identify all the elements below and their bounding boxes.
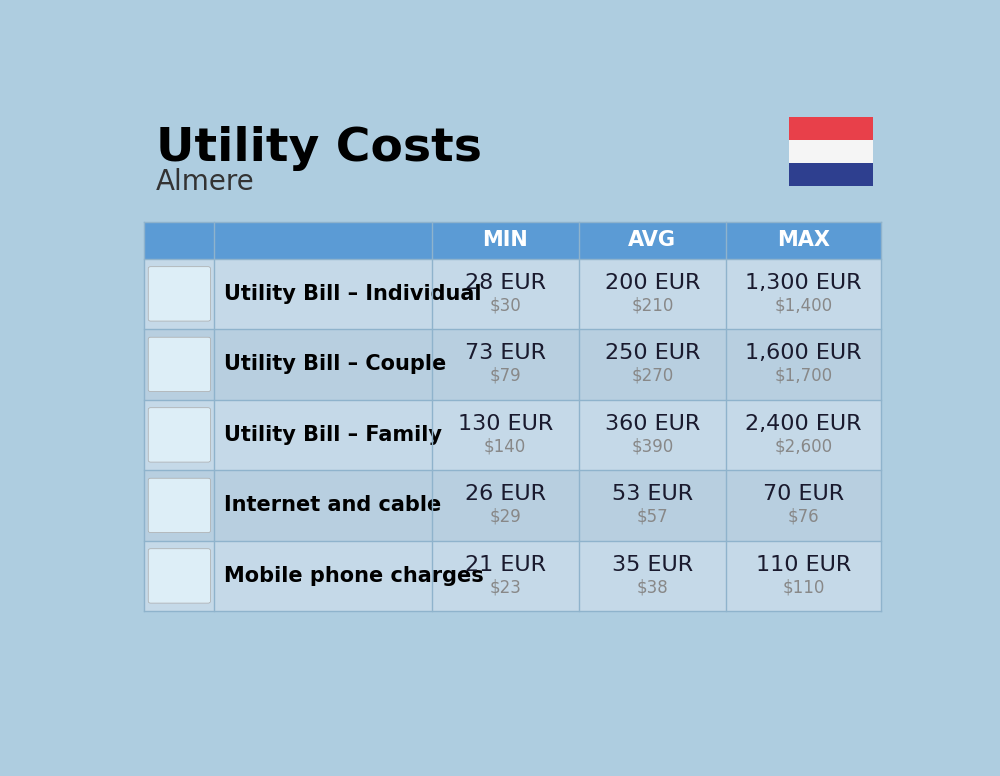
Text: 53 EUR: 53 EUR [612,484,693,504]
Text: 1,300 EUR: 1,300 EUR [745,272,862,293]
Text: MIN: MIN [482,230,528,250]
Text: $140: $140 [484,437,526,456]
Text: AVG: AVG [628,230,676,250]
Text: 35 EUR: 35 EUR [612,555,693,575]
FancyBboxPatch shape [144,258,881,329]
Text: $79: $79 [489,367,521,385]
Text: $1,700: $1,700 [774,367,832,385]
Text: $1,400: $1,400 [774,296,832,314]
Text: Utility Bill – Couple: Utility Bill – Couple [224,355,446,374]
Text: $2,600: $2,600 [774,437,832,456]
FancyBboxPatch shape [148,267,210,321]
Text: 28 EUR: 28 EUR [465,272,546,293]
Text: 26 EUR: 26 EUR [465,484,546,504]
Text: 2,400 EUR: 2,400 EUR [745,414,862,434]
Text: 1,600 EUR: 1,600 EUR [745,343,862,363]
Text: $270: $270 [631,367,674,385]
Text: 21 EUR: 21 EUR [465,555,546,575]
Text: Internet and cable: Internet and cable [224,495,441,515]
Text: Mobile phone charges: Mobile phone charges [224,566,483,586]
FancyBboxPatch shape [144,470,881,541]
Text: Utility Costs: Utility Costs [156,126,482,171]
FancyBboxPatch shape [144,329,881,400]
FancyBboxPatch shape [144,400,881,470]
Text: 70 EUR: 70 EUR [763,484,844,504]
Text: $30: $30 [489,296,521,314]
FancyBboxPatch shape [148,478,210,532]
Text: 130 EUR: 130 EUR [458,414,553,434]
Text: Almere: Almere [156,168,255,196]
Text: 110 EUR: 110 EUR [756,555,851,575]
Text: $210: $210 [631,296,674,314]
FancyBboxPatch shape [144,222,881,258]
Text: 360 EUR: 360 EUR [605,414,700,434]
Text: 200 EUR: 200 EUR [605,272,700,293]
FancyBboxPatch shape [789,117,873,140]
Text: MAX: MAX [777,230,830,250]
Text: $390: $390 [631,437,674,456]
FancyBboxPatch shape [148,338,210,392]
FancyBboxPatch shape [789,140,873,163]
Text: $110: $110 [782,578,825,596]
Text: $57: $57 [637,508,668,525]
FancyBboxPatch shape [789,163,873,185]
Text: 250 EUR: 250 EUR [605,343,700,363]
Text: $29: $29 [489,508,521,525]
Text: $76: $76 [788,508,819,525]
Text: Utility Bill – Family: Utility Bill – Family [224,425,442,445]
Text: Utility Bill – Individual: Utility Bill – Individual [224,284,481,304]
FancyBboxPatch shape [148,549,210,603]
FancyBboxPatch shape [144,541,881,611]
Text: $23: $23 [489,578,521,596]
FancyBboxPatch shape [148,407,210,462]
Text: $38: $38 [637,578,668,596]
Text: 73 EUR: 73 EUR [465,343,546,363]
